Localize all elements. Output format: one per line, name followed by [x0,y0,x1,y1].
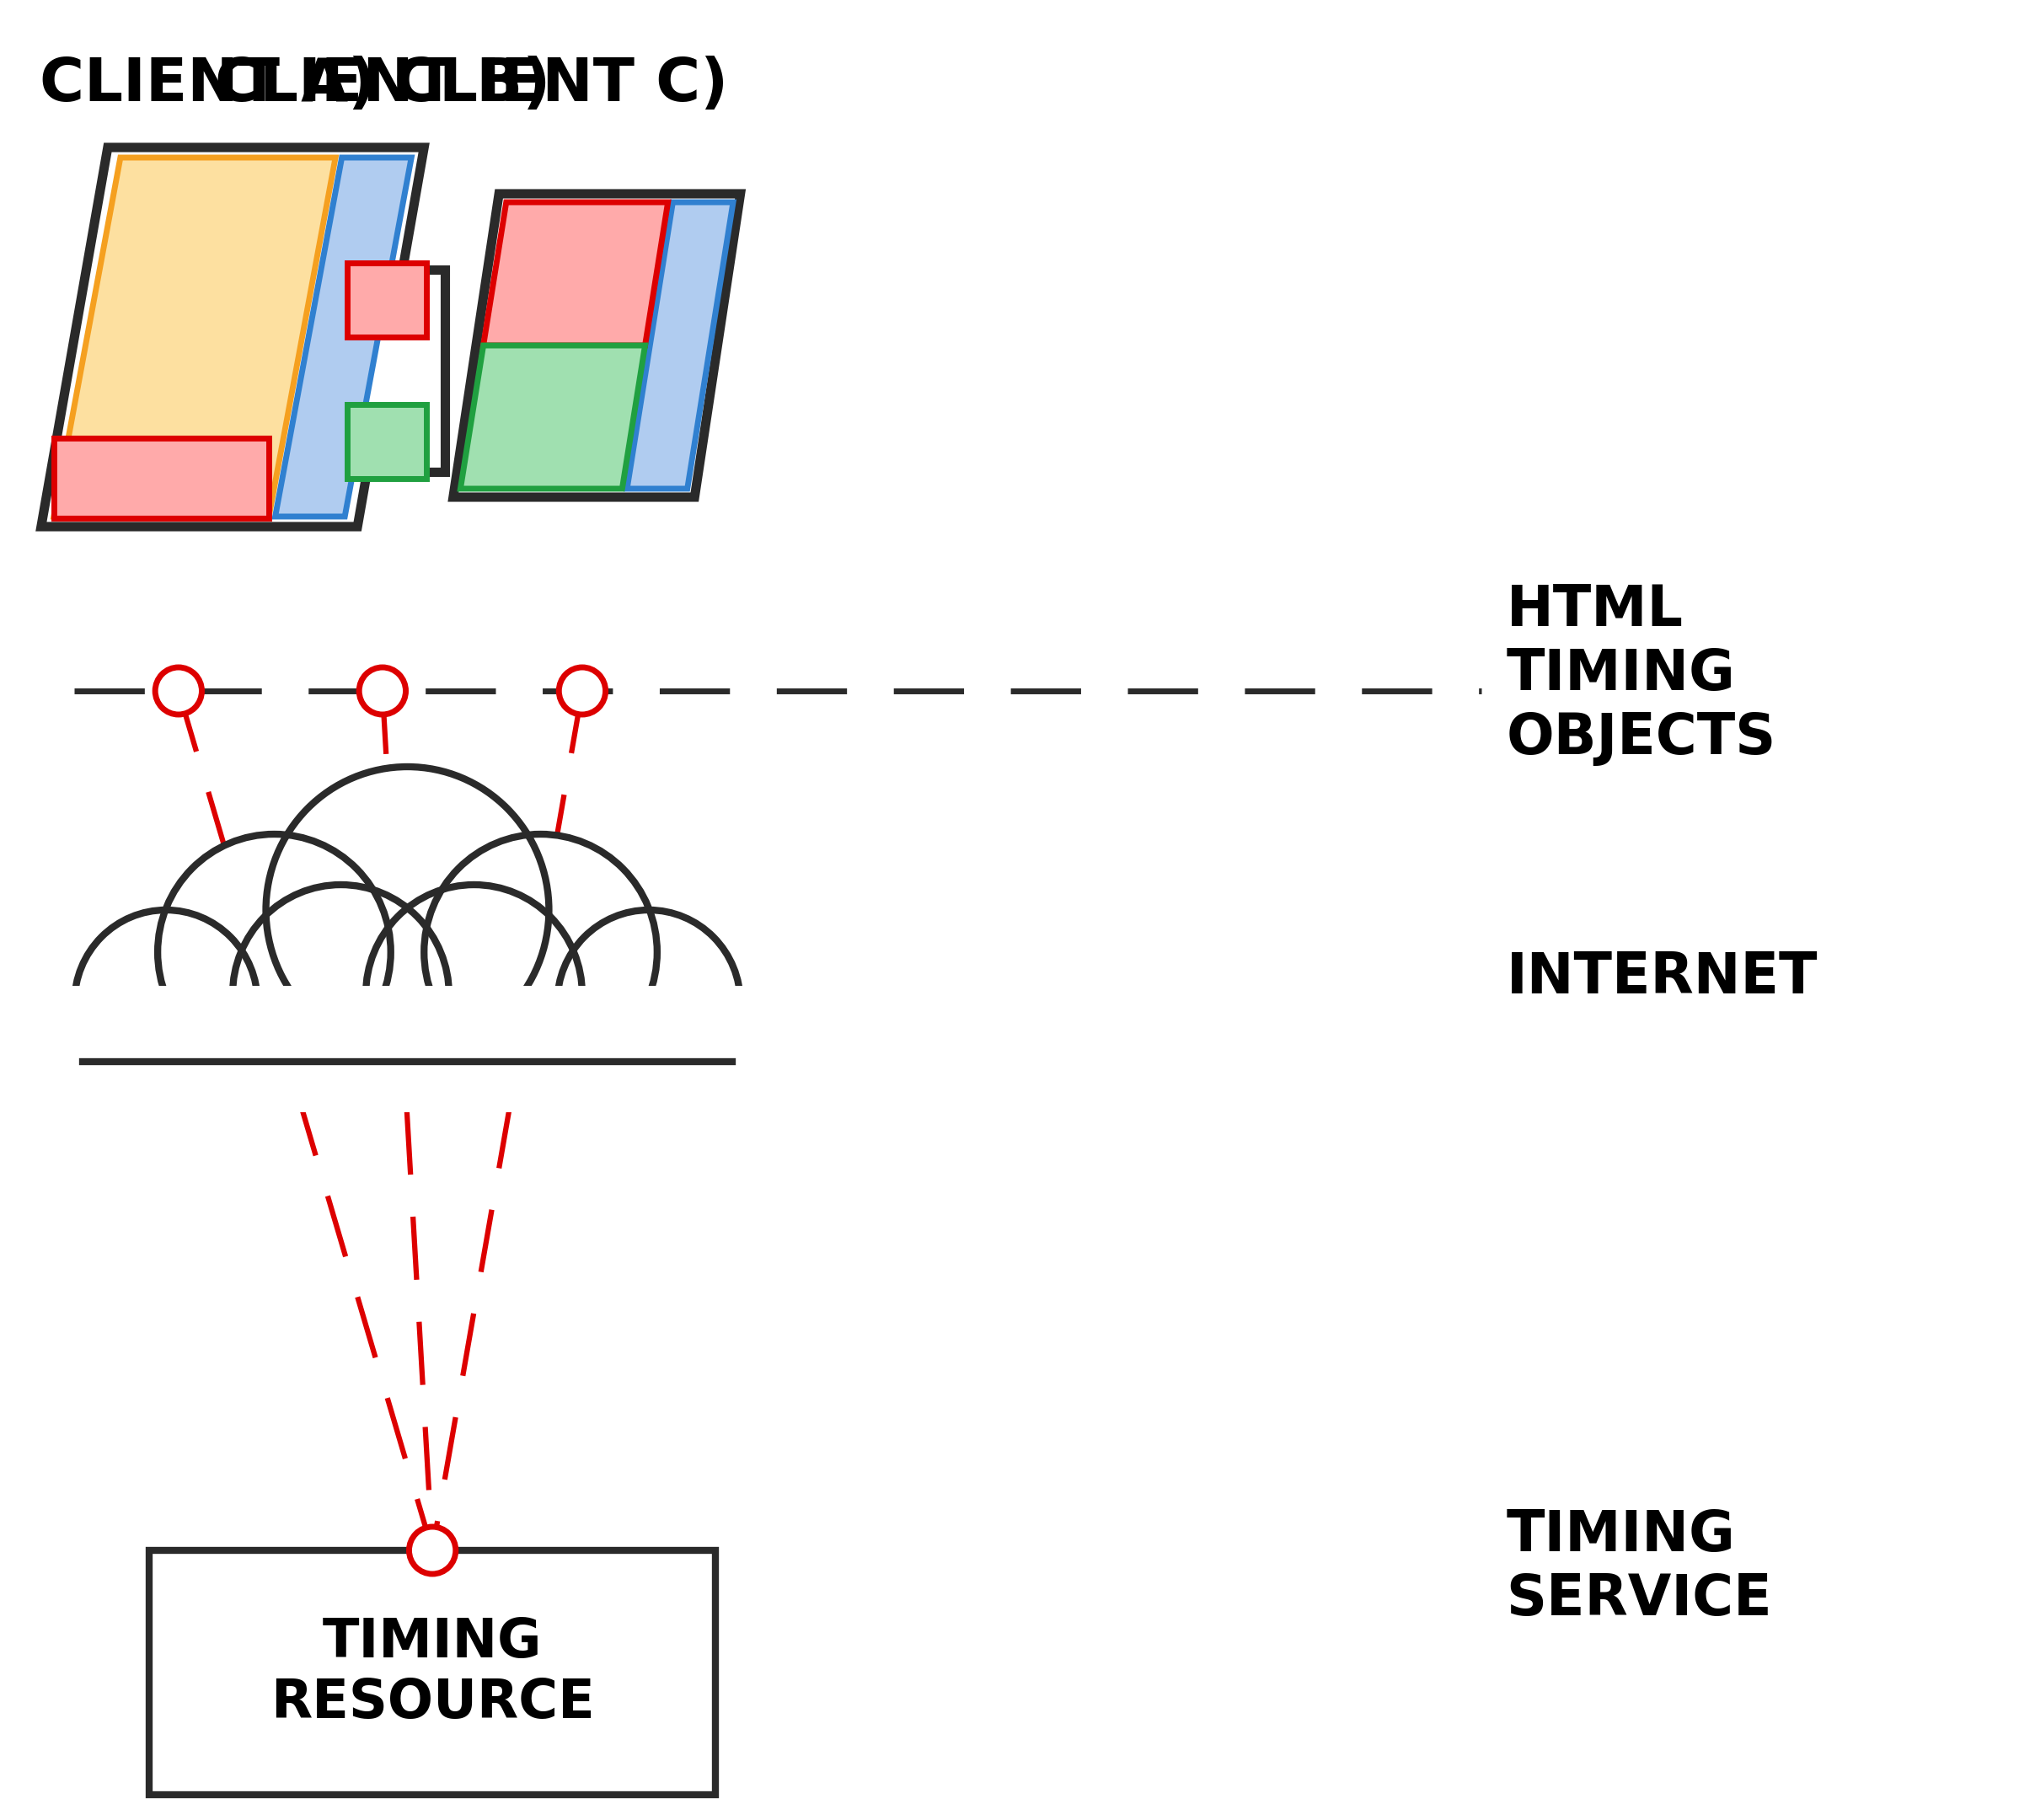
Text: CLIENT A): CLIENT A) [40,55,376,113]
Polygon shape [40,147,424,526]
Circle shape [559,668,606,715]
Text: INTERNET: INTERNET [1506,950,1817,1005]
Polygon shape [329,269,444,471]
Polygon shape [149,1551,715,1795]
Text: TIMING
SERVICE: TIMING SERVICE [1506,1507,1773,1627]
Polygon shape [452,193,741,497]
Text: CLIENT B): CLIENT B) [214,55,551,113]
Circle shape [267,766,549,1054]
Polygon shape [59,986,757,1112]
Text: HTML
TIMING
OBJECTS: HTML TIMING OBJECTS [1506,582,1777,766]
Polygon shape [55,439,269,519]
Circle shape [359,668,406,715]
Circle shape [365,885,581,1103]
Polygon shape [55,158,335,517]
Text: TIMING
RESOURCE: TIMING RESOURCE [271,1616,594,1729]
Polygon shape [275,158,412,517]
Circle shape [157,834,392,1070]
Text: CLIENT C): CLIENT C) [394,55,729,113]
Circle shape [557,910,741,1096]
Polygon shape [628,202,733,490]
Circle shape [155,668,202,715]
Circle shape [232,885,448,1103]
Circle shape [424,834,656,1070]
Polygon shape [347,262,426,337]
Circle shape [410,1527,456,1574]
Polygon shape [483,202,668,346]
Polygon shape [460,346,644,490]
Polygon shape [347,404,426,479]
Circle shape [75,910,258,1096]
